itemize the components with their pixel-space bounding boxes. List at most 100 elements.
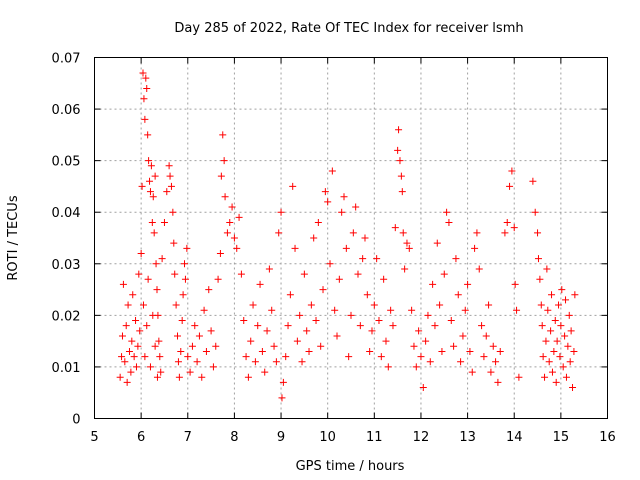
data-point bbox=[136, 327, 144, 335]
data-point bbox=[558, 286, 566, 294]
data-point bbox=[151, 342, 159, 350]
data-point bbox=[384, 363, 392, 371]
data-point bbox=[394, 146, 402, 154]
data-point bbox=[551, 317, 559, 325]
data-point bbox=[352, 203, 360, 211]
data-point bbox=[338, 208, 346, 216]
data-point bbox=[417, 353, 425, 361]
data-point bbox=[171, 270, 179, 278]
axis-ticks: 5 6 7 8 9 10 11 12 13 14 15 16 0 0.01 0.02 0.03 0.04 0.05… bbox=[52, 52, 616, 446]
data-point bbox=[163, 188, 171, 196]
x-tick-label: 16 bbox=[599, 430, 616, 445]
data-point bbox=[149, 311, 157, 319]
data-point bbox=[230, 234, 238, 242]
data-point bbox=[312, 317, 320, 325]
x-tick-label: 13 bbox=[459, 430, 476, 445]
data-point bbox=[391, 224, 399, 232]
data-point bbox=[223, 229, 231, 237]
data-point bbox=[153, 286, 161, 294]
x-tick-label: 7 bbox=[184, 430, 192, 445]
data-point bbox=[324, 198, 332, 206]
data-point bbox=[143, 84, 151, 92]
data-point bbox=[548, 291, 556, 299]
data-point bbox=[188, 342, 196, 350]
data-point bbox=[389, 322, 397, 330]
data-point bbox=[191, 322, 199, 330]
x-tick-label: 15 bbox=[553, 430, 570, 445]
data-point bbox=[286, 291, 294, 299]
data-point bbox=[450, 342, 458, 350]
data-point bbox=[529, 177, 537, 185]
data-point bbox=[251, 358, 259, 366]
data-point bbox=[399, 229, 407, 237]
data-point bbox=[139, 69, 147, 77]
data-point bbox=[466, 347, 474, 355]
data-point bbox=[464, 280, 472, 288]
data-point bbox=[118, 332, 126, 340]
data-point bbox=[569, 384, 577, 392]
data-point bbox=[244, 373, 252, 381]
data-point bbox=[468, 368, 476, 376]
data-point bbox=[127, 368, 135, 376]
data-point bbox=[233, 244, 241, 252]
x-tick-label: 14 bbox=[506, 430, 523, 445]
data-point bbox=[454, 291, 462, 299]
data-point bbox=[307, 301, 315, 309]
data-point bbox=[139, 301, 147, 309]
data-point bbox=[480, 353, 488, 361]
data-point bbox=[209, 363, 217, 371]
data-point bbox=[397, 172, 405, 180]
data-point bbox=[370, 301, 378, 309]
data-point bbox=[247, 337, 255, 345]
data-point bbox=[487, 368, 495, 376]
data-point bbox=[366, 347, 374, 355]
data-point bbox=[217, 172, 225, 180]
data-point bbox=[214, 275, 222, 283]
data-point bbox=[429, 280, 437, 288]
data-point bbox=[482, 332, 490, 340]
data-point bbox=[155, 337, 163, 345]
data-point bbox=[496, 347, 504, 355]
data-point bbox=[135, 270, 143, 278]
data-point bbox=[153, 373, 161, 381]
data-point bbox=[183, 244, 191, 252]
data-point bbox=[333, 332, 341, 340]
data-point bbox=[261, 368, 269, 376]
data-point bbox=[562, 296, 570, 304]
chart-title: Day 285 of 2022, Rate Of TEC Index for r… bbox=[174, 21, 523, 36]
data-point bbox=[134, 342, 142, 350]
data-point bbox=[216, 249, 224, 257]
data-point bbox=[167, 182, 175, 190]
data-point bbox=[228, 203, 236, 211]
data-point bbox=[165, 162, 173, 170]
data-point bbox=[179, 291, 187, 299]
data-point bbox=[156, 353, 164, 361]
data-point bbox=[356, 322, 364, 330]
data-point bbox=[121, 358, 129, 366]
data-point bbox=[542, 337, 550, 345]
data-point bbox=[401, 265, 409, 273]
data-point bbox=[494, 378, 502, 386]
data-point bbox=[240, 317, 248, 325]
data-point bbox=[570, 347, 578, 355]
data-point bbox=[122, 322, 130, 330]
data-point bbox=[195, 332, 203, 340]
data-point bbox=[207, 327, 215, 335]
data-point bbox=[152, 260, 160, 268]
data-point bbox=[237, 270, 245, 278]
data-point bbox=[511, 280, 519, 288]
y-tick-label: 0.06 bbox=[52, 103, 81, 118]
data-point bbox=[556, 353, 564, 361]
data-point bbox=[395, 126, 403, 134]
data-point bbox=[174, 332, 182, 340]
data-point bbox=[342, 244, 350, 252]
data-point bbox=[158, 255, 166, 263]
data-point bbox=[186, 368, 194, 376]
data-point bbox=[205, 286, 213, 294]
data-point bbox=[284, 322, 292, 330]
data-point bbox=[377, 353, 385, 361]
data-point bbox=[149, 193, 157, 201]
data-point bbox=[146, 177, 154, 185]
data-point bbox=[279, 378, 287, 386]
data-point bbox=[382, 337, 390, 345]
